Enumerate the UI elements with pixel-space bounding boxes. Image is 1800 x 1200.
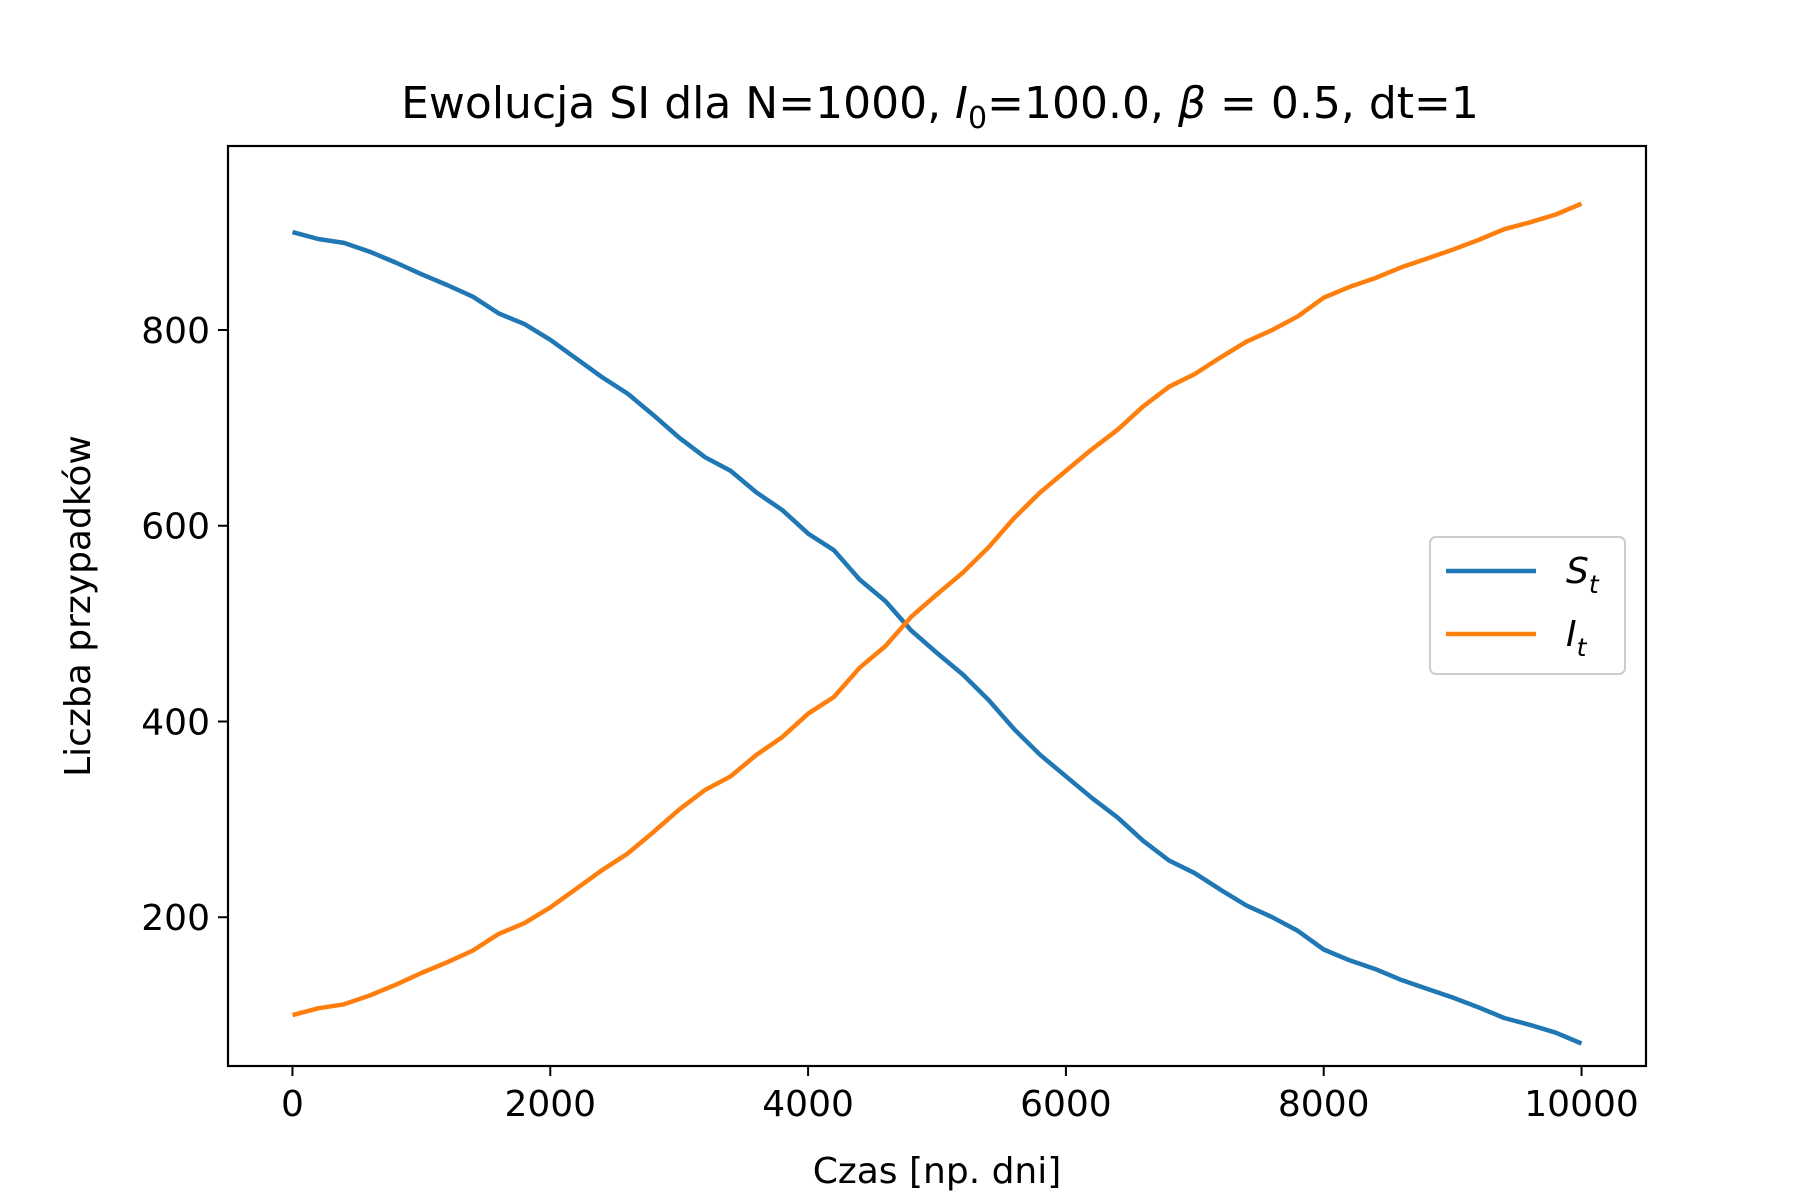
chart-title-i-value: =100.0, (987, 78, 1178, 129)
y-tick-label: 400 (141, 702, 210, 743)
chart-title-beta-symbol: β (1177, 78, 1206, 129)
chart-title-i-symbol: I (955, 78, 968, 129)
legend-label-i: It (1566, 614, 1588, 662)
y-tick-label: 600 (141, 507, 210, 548)
x-tick-label: 0 (281, 1084, 304, 1125)
x-tick-label: 10000 (1524, 1084, 1639, 1125)
x-tick-label: 6000 (1020, 1084, 1112, 1125)
legend-label-i-subscript: t (1577, 633, 1588, 662)
legend-label-i-name: I (1566, 614, 1577, 655)
legend: St It (1429, 536, 1626, 675)
series-line-i (291, 201, 1583, 1018)
legend-label-s-subscript: t (1589, 570, 1600, 599)
chart-title-i-subscript: 0 (968, 101, 987, 136)
x-axis-label: Czas [np. dni] (813, 1151, 1062, 1192)
series-line-s (291, 229, 1583, 1046)
plot-lines (291, 201, 1583, 1046)
chart-title: Ewolucja SI dla N=1000, I0=100.0, β = 0.… (401, 78, 1479, 136)
x-tick-label: 8000 (1278, 1084, 1370, 1125)
y-axis-label: Liczba przypadków (58, 435, 99, 777)
y-tick-label: 200 (141, 898, 210, 939)
legend-frame (1429, 536, 1626, 675)
chart-title-beta-value: = 0.5, dt=1 (1206, 78, 1479, 129)
plot-frame (226, 144, 1648, 1068)
legend-label-s-name: S (1566, 551, 1589, 592)
x-tick-label: 4000 (762, 1084, 854, 1125)
x-axis-ticks: 0 2000 4000 6000 8000 10000 (281, 1066, 1639, 1125)
x-tick-label: 2000 (504, 1084, 596, 1125)
chart-title-prefix: Ewolucja SI dla N=1000, (401, 78, 955, 129)
y-tick-label: 800 (141, 311, 210, 352)
legend-label-s: St (1566, 551, 1600, 599)
y-axis-ticks: 200 400 600 800 (141, 311, 228, 939)
